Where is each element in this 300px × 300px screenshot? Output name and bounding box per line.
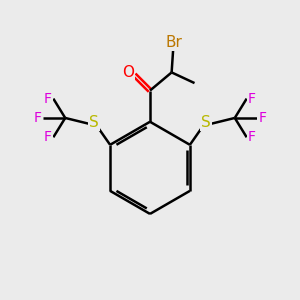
Text: F: F — [44, 130, 52, 144]
Text: F: F — [34, 111, 42, 125]
Text: Br: Br — [166, 35, 182, 50]
Text: F: F — [248, 130, 256, 144]
Text: S: S — [89, 115, 99, 130]
Text: F: F — [258, 111, 266, 125]
Text: F: F — [248, 92, 256, 106]
Text: S: S — [201, 115, 211, 130]
Text: O: O — [122, 65, 134, 80]
Text: F: F — [44, 92, 52, 106]
